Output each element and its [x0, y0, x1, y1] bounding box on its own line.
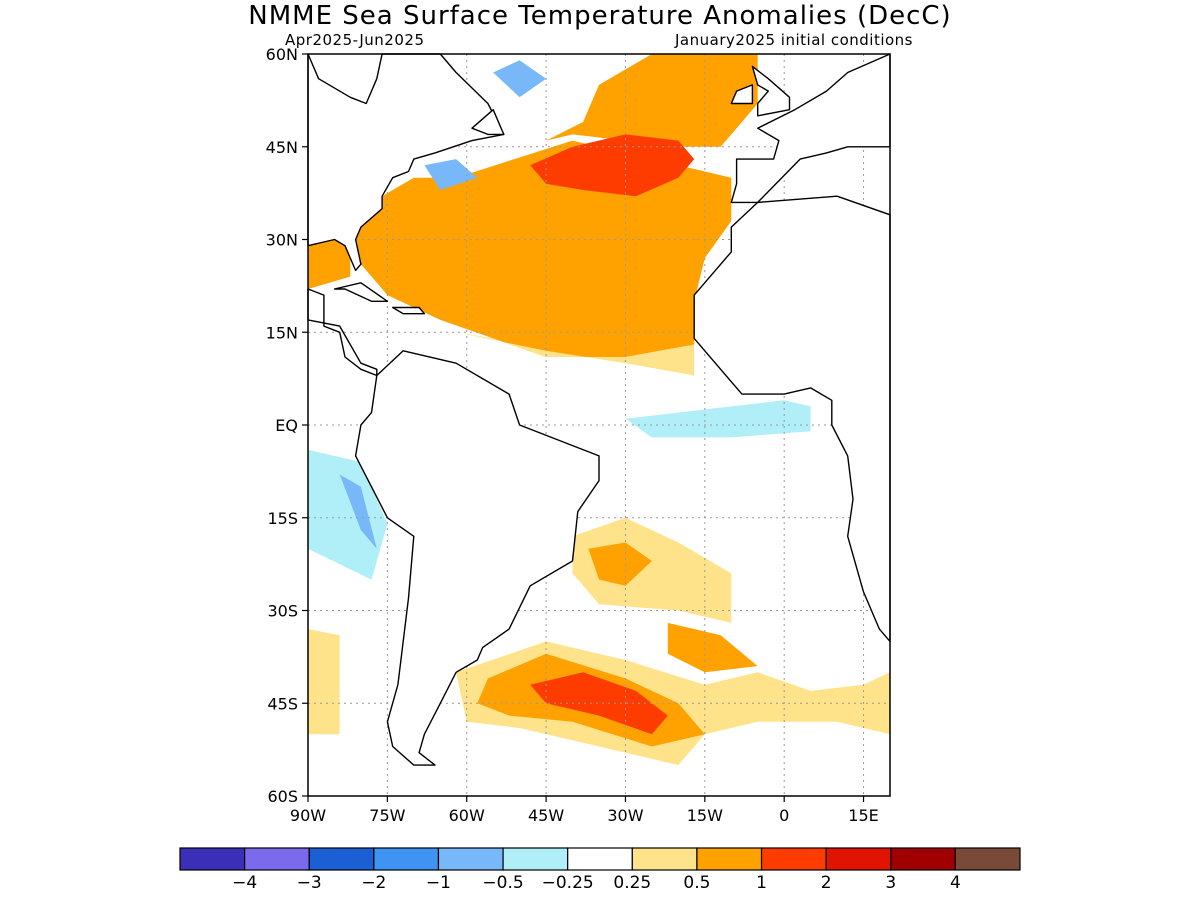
- lat-tick-label: 30S: [267, 602, 298, 621]
- lat-axis: 60N 45N 30N 15N EQ 15S 30S 45S 60S: [266, 45, 308, 806]
- colorbar-label: 0.5: [683, 873, 710, 893]
- colorbar-swatch: [179, 847, 246, 871]
- lon-axis: 90W 75W 60W 45W 30W 15W 0 15E: [290, 796, 879, 825]
- anomaly-region: [456, 332, 695, 376]
- coastline: [730, 53, 891, 204]
- anomaly-region: [667, 622, 758, 673]
- coastline: [307, 53, 505, 272]
- coastline: [751, 65, 791, 117]
- anomaly-region: [588, 542, 652, 586]
- anomaly-region: [530, 134, 695, 197]
- lon-tick-label: 90W: [290, 806, 326, 825]
- anomaly-region: [625, 400, 811, 438]
- colorbar-label: −2: [361, 873, 386, 893]
- coastline: [693, 195, 891, 643]
- colorbar-label: 3: [885, 873, 896, 893]
- lon-tick-label: 45W: [528, 806, 564, 825]
- lon-tick-label: 30W: [607, 806, 643, 825]
- anomaly-field: [308, 54, 890, 766]
- lat-tick-label: 15N: [266, 323, 298, 342]
- anomaly-region: [530, 672, 668, 735]
- coastlines: [307, 53, 891, 766]
- colorbar-label: −1: [426, 873, 451, 893]
- colorbar-swatch: [696, 847, 763, 871]
- lon-tick-label: 60W: [449, 806, 485, 825]
- colorbar-swatch: [437, 847, 504, 871]
- lat-tick-label: 15S: [267, 509, 298, 528]
- lat-tick-label: 30N: [266, 231, 298, 250]
- colorbar-swatch: [308, 847, 375, 871]
- coastline: [730, 84, 754, 105]
- lat-tick-label: 60N: [266, 45, 298, 64]
- initial-conditions: January2025 initial conditions: [674, 31, 913, 49]
- colorbar-swatch: [244, 847, 310, 871]
- colorbar-swatch: [567, 847, 633, 871]
- colorbar: −4 −3 −2 −1 −0.5 −0.25 0.25 0.5 1 2 3 4: [179, 847, 1021, 893]
- lat-tick-label: 45N: [266, 138, 298, 157]
- anomaly-region: [424, 159, 478, 190]
- valid-period: Apr2025-Jun2025: [285, 31, 424, 49]
- colorbar-label: 0.25: [613, 873, 651, 893]
- colorbar-label: 2: [821, 873, 832, 893]
- colorbar-label: −0.25: [542, 873, 594, 893]
- anomaly-region: [572, 517, 732, 623]
- lat-tick-label: EQ: [275, 416, 298, 435]
- colorbar-swatch: [825, 847, 892, 871]
- colorbar-swatch: [373, 847, 440, 871]
- anomaly-region: [308, 629, 340, 735]
- coastline: [333, 282, 389, 302]
- coastline: [471, 108, 505, 136]
- coastline: [354, 350, 600, 766]
- anomaly-region: [339, 474, 377, 549]
- anomaly-region: [493, 60, 547, 98]
- anomaly-region: [308, 239, 351, 289]
- map-title: NMME Sea Surface Temperature Anomalies (…: [248, 1, 951, 31]
- anomaly-region: [546, 54, 758, 147]
- lon-tick-label: 0: [779, 806, 789, 825]
- colorbar-label: −4: [232, 873, 257, 893]
- colorbar-swatch: [502, 847, 569, 871]
- coastline: [307, 288, 378, 377]
- colorbar-swatch: [890, 847, 956, 871]
- lon-tick-label: 75W: [369, 806, 405, 825]
- anomaly-region: [308, 449, 388, 580]
- colorbar-label: 4: [950, 873, 961, 893]
- lat-tick-label: 60S: [267, 787, 298, 806]
- colorbar-swatch: [954, 847, 1021, 871]
- colorbar-swatch: [631, 847, 698, 871]
- colorbar-swatch: [760, 847, 827, 871]
- coastline: [392, 306, 426, 315]
- lat-tick-label: 45S: [267, 694, 298, 713]
- colorbar-label: 1: [756, 873, 767, 893]
- lon-tick-label: 15W: [687, 806, 723, 825]
- colorbar-label: −0.5: [482, 873, 523, 893]
- lon-tick-label: 15E: [848, 806, 878, 825]
- colorbar-label: −3: [297, 873, 322, 893]
